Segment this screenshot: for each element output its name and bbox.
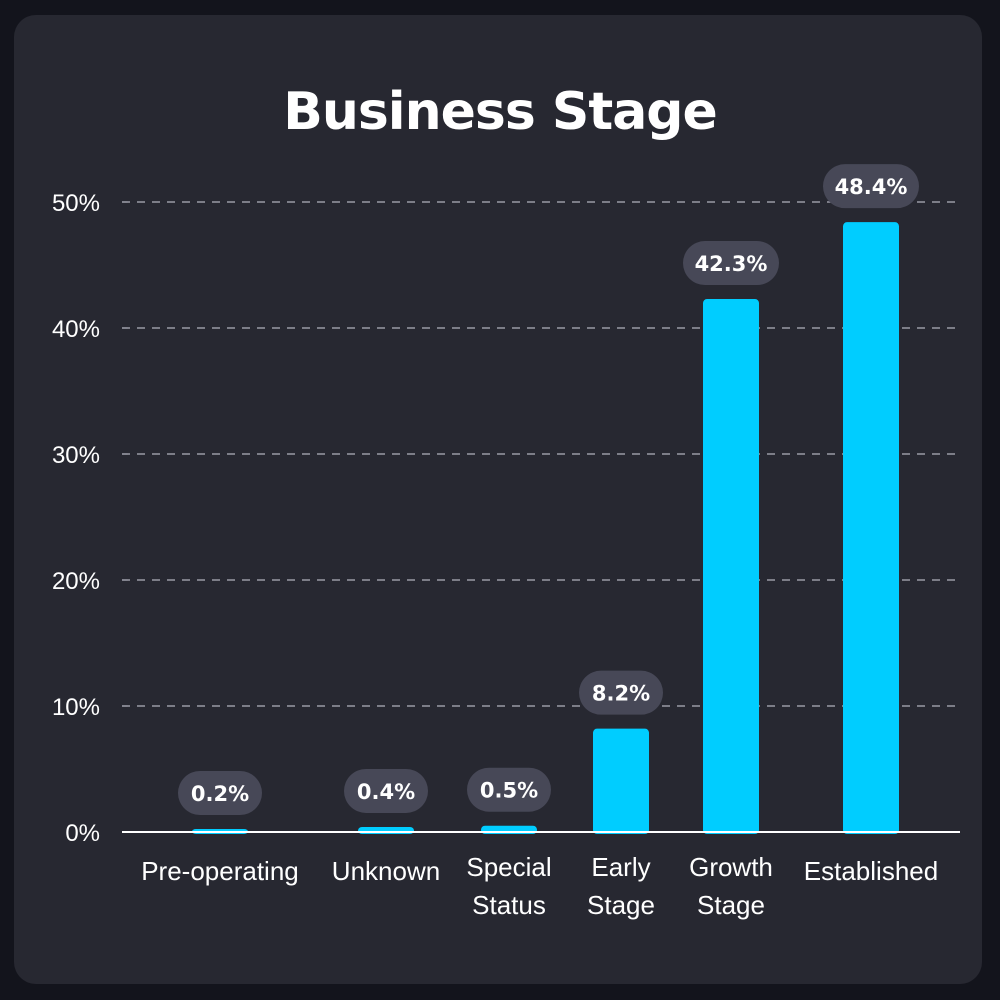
x-tick-label: Early Stage bbox=[587, 852, 655, 920]
chart-title: Business Stage bbox=[283, 82, 718, 142]
bar bbox=[703, 299, 759, 834]
y-tick-label: 10% bbox=[52, 694, 100, 721]
bar bbox=[593, 728, 649, 834]
chart-card bbox=[14, 15, 982, 984]
axes: 0% 10% 20% 30% 40% 50% Pre-operating Unknown Spe… bbox=[52, 190, 960, 920]
y-tick-label: 30% bbox=[52, 442, 100, 469]
data-label-bubble bbox=[467, 767, 551, 812]
data-label: 0.4% bbox=[357, 780, 415, 804]
gridlines bbox=[122, 201, 960, 707]
y-tick-label: 20% bbox=[52, 568, 100, 595]
data-label-bubble bbox=[344, 768, 428, 813]
bars bbox=[192, 222, 899, 834]
y-tick-label: 50% bbox=[52, 190, 100, 217]
bar bbox=[843, 222, 899, 834]
data-label: 8.2% bbox=[592, 682, 650, 706]
data-labels: 0.2% 0.4% 0.5% 8.2% 42.3% 48.4% bbox=[178, 164, 919, 815]
data-label-bubble bbox=[178, 771, 262, 815]
data-label-bubble bbox=[579, 670, 663, 715]
y-tick-label: 0% bbox=[65, 820, 100, 847]
data-label-bubble bbox=[823, 164, 919, 209]
x-tick-label: Unknown bbox=[332, 856, 440, 886]
data-label: 42.3% bbox=[695, 252, 768, 276]
data-label: 0.2% bbox=[191, 782, 249, 806]
y-tick-label: 40% bbox=[52, 316, 100, 343]
x-tick-label: Established bbox=[804, 856, 938, 886]
x-tick-label: Special Status bbox=[466, 852, 551, 920]
data-label-bubble bbox=[683, 241, 779, 286]
data-label: 48.4% bbox=[835, 175, 908, 199]
x-tick-label: Growth Stage bbox=[689, 852, 773, 920]
x-tick-label: Pre-operating bbox=[141, 856, 299, 886]
data-label: 0.5% bbox=[480, 779, 538, 803]
